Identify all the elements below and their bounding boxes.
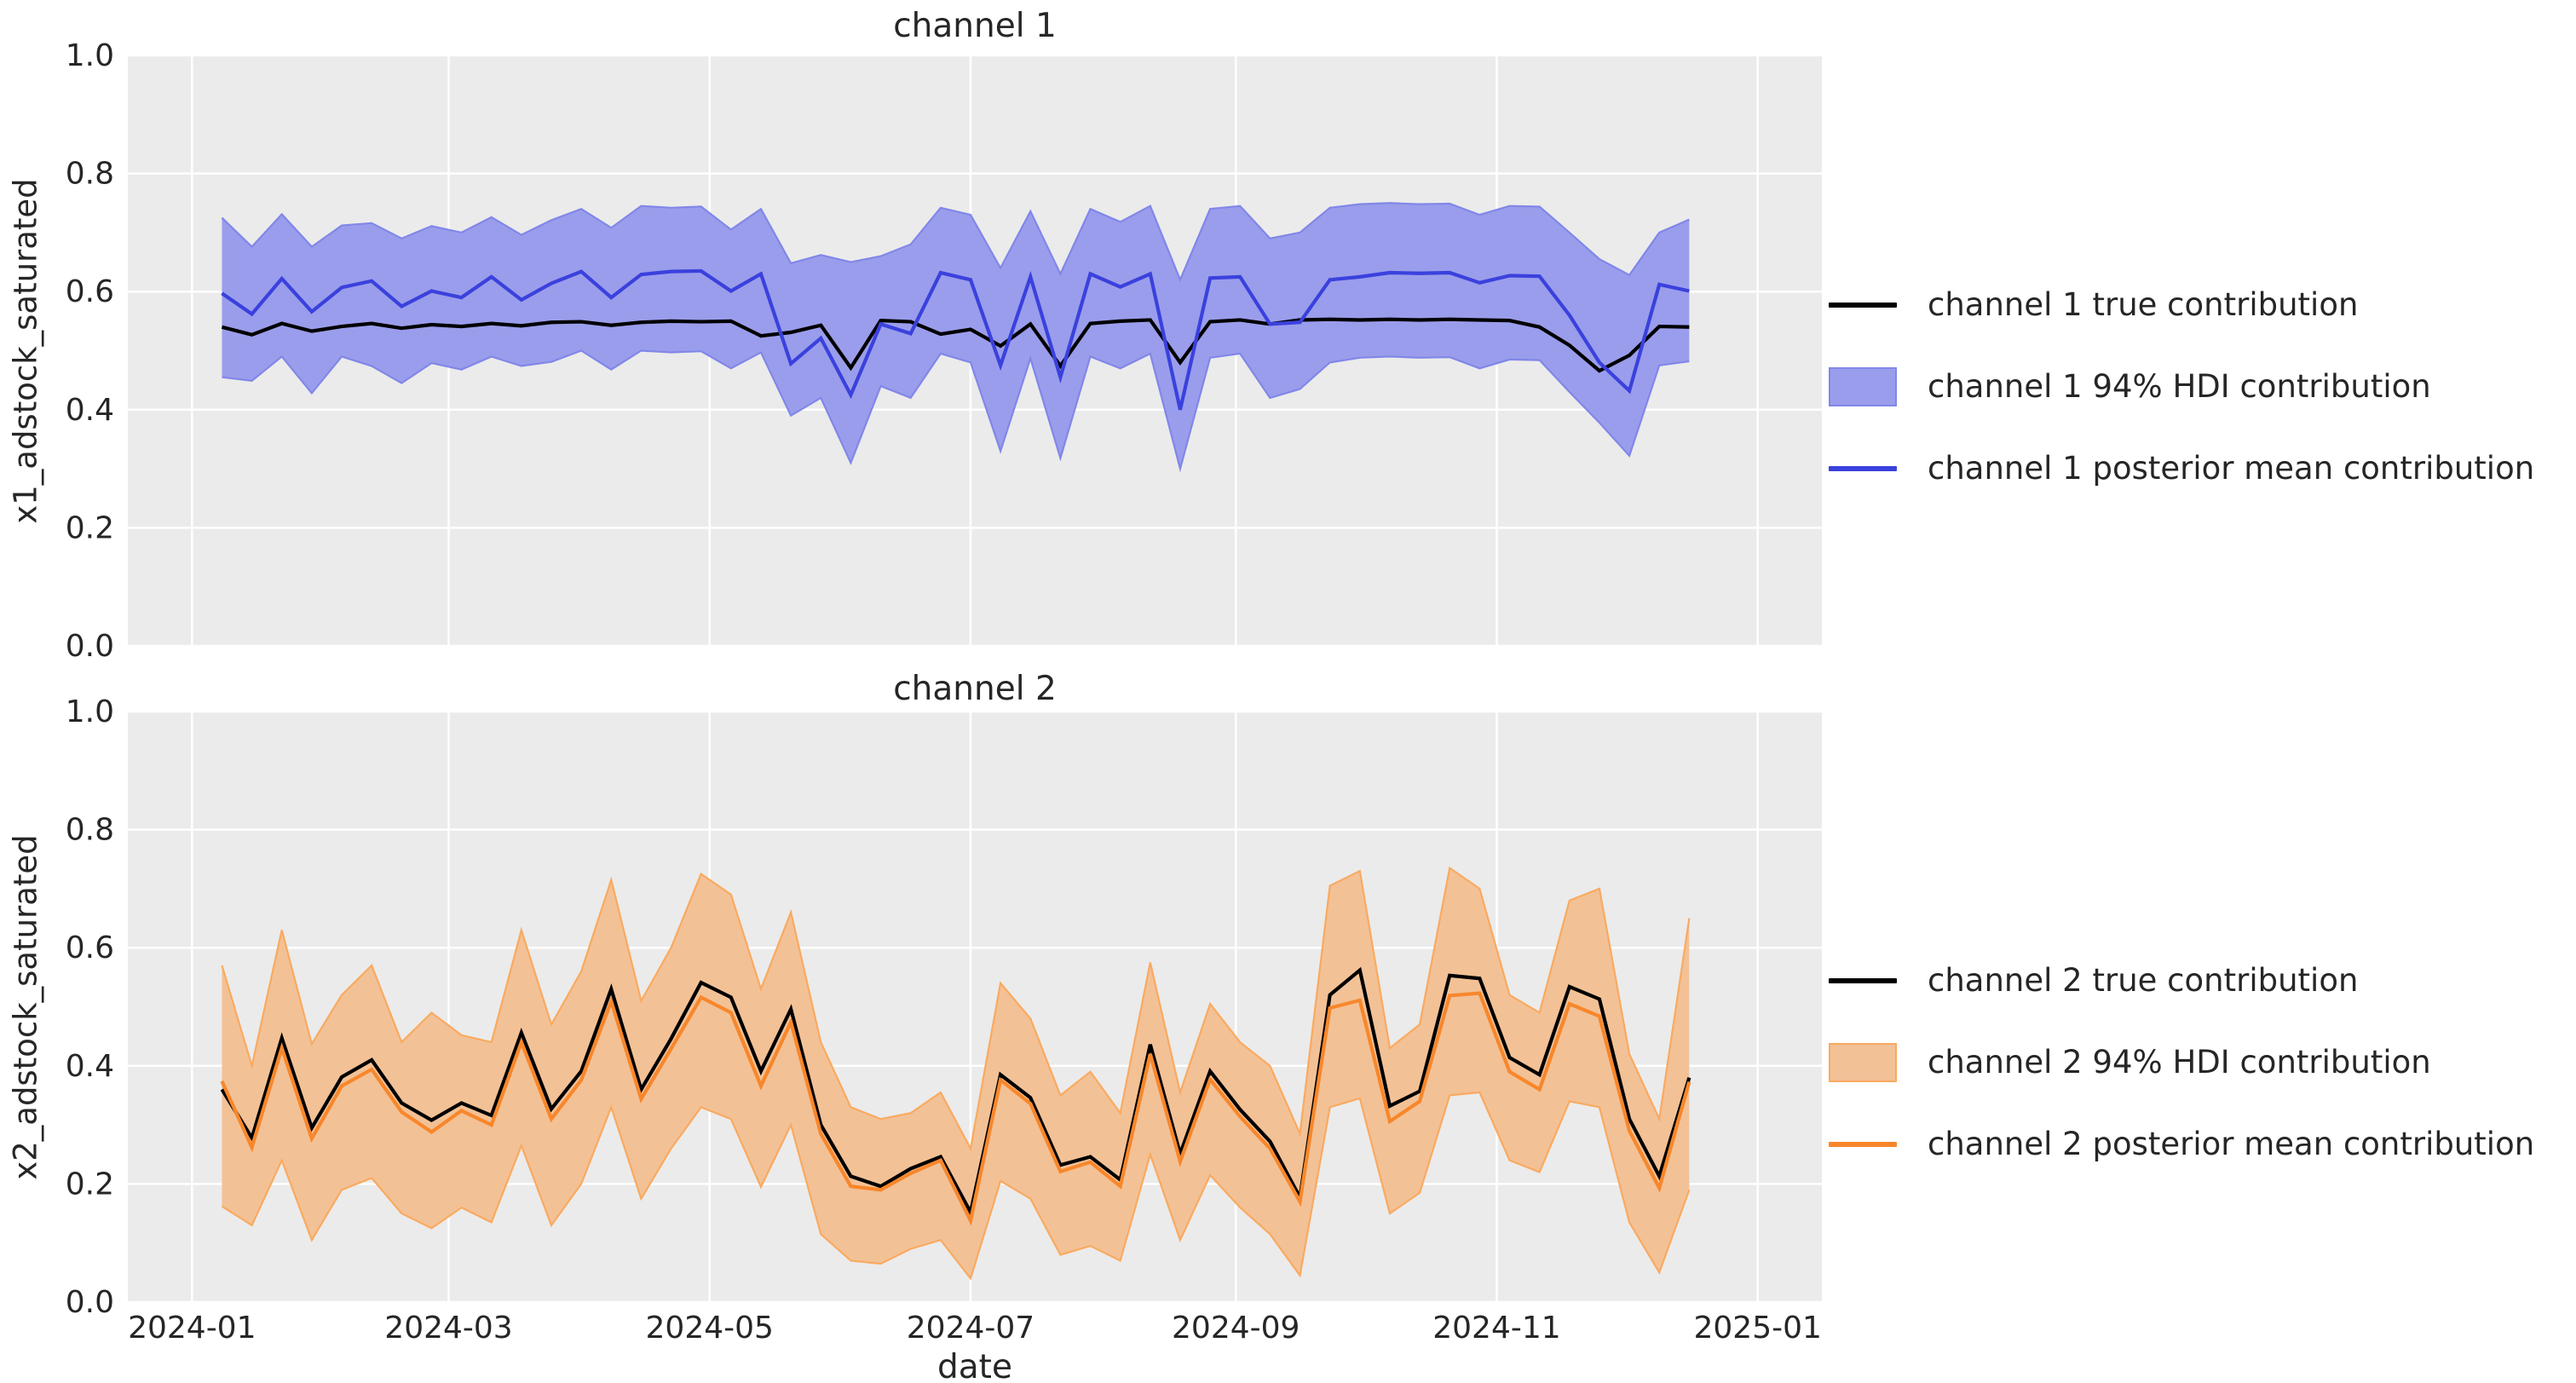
- chart-2-y-axis-label: x2_adstock_saturated: [7, 834, 44, 1180]
- y-tick-label: 0.6: [66, 274, 114, 309]
- x-tick-label: 2025-01: [1693, 1311, 1821, 1346]
- true-contribution-line: [221, 317, 1690, 373]
- legend-label: channel 2 posterior mean contribution: [1928, 1126, 2535, 1162]
- legend-label: channel 1 true contribution: [1928, 286, 2359, 323]
- legend-label: channel 2 true contribution: [1928, 962, 2359, 999]
- x-tick-label: 2024-11: [1432, 1311, 1560, 1346]
- y-tick-label: 0.6: [66, 931, 114, 965]
- x-tick-label: 2024-05: [646, 1311, 774, 1346]
- y-tick-label: 0.2: [66, 510, 114, 545]
- hdi-band-lower-edge: [221, 1091, 1691, 1281]
- true-line-swatch: [1829, 977, 1897, 983]
- legend-label: channel 2 94% HDI contribution: [1928, 1044, 2431, 1080]
- chart-1-y-axis-label: x1_adstock_saturated: [7, 178, 44, 524]
- chart-2-title: channel 2: [893, 670, 1057, 708]
- x-tick-label: 2024-09: [1172, 1311, 1300, 1346]
- hdi-band: [222, 203, 1690, 470]
- posterior-mean-line-swatch: [1829, 1141, 1897, 1147]
- x-tick-label: 2024-03: [384, 1311, 512, 1346]
- hdi-band-upper-edge: [221, 866, 1691, 1152]
- y-tick-label: 0.4: [66, 393, 114, 428]
- y-tick-label: 0.8: [66, 813, 114, 848]
- y-tick-label: 1.0: [66, 38, 114, 73]
- legend-item-posterior-mean: channel 2 posterior mean contribution: [1829, 1117, 2534, 1171]
- y-tick-label: 0.0: [66, 629, 114, 664]
- legend-item-true: channel 1 true contribution: [1829, 278, 2534, 331]
- x-tick-label: 2024-07: [907, 1311, 1034, 1346]
- legend-item-hdi: channel 1 94% HDI contribution: [1829, 360, 2534, 413]
- legend-item-true: channel 2 true contribution: [1829, 954, 2534, 1007]
- posterior-mean-line: [220, 991, 1691, 1226]
- legend-channel-2: channel 2 true contribution channel 2 94…: [1829, 954, 2534, 1171]
- chart-1-title: channel 1: [893, 7, 1057, 45]
- chart-2: 0.0 0.2 0.4 0.6 0.8 1.0 2024-01 2024-03 2024-05 2…: [66, 694, 1822, 1346]
- x-tick-label: 2024-01: [128, 1311, 256, 1346]
- y-tick-label: 0.0: [66, 1285, 114, 1320]
- true-contribution-line: [220, 966, 1691, 1218]
- posterior-mean-line: [221, 268, 1690, 411]
- hdi-band-swatch: [1829, 1042, 1897, 1082]
- legend-item-posterior-mean: channel 1 posterior mean contribution: [1829, 441, 2534, 495]
- x-axis-label: date: [937, 1348, 1012, 1383]
- posterior-mean-line-swatch: [1829, 465, 1897, 471]
- legend-item-hdi: channel 2 94% HDI contribution: [1829, 1035, 2534, 1089]
- legend-label: channel 1 94% HDI contribution: [1928, 368, 2431, 405]
- y-tick-label: 0.8: [66, 157, 114, 192]
- y-tick-label: 0.4: [66, 1049, 114, 1084]
- legend-label: channel 1 posterior mean contribution: [1928, 450, 2535, 487]
- chart-1: 0.0 0.2 0.4 0.6 0.8 1.0: [66, 38, 1822, 664]
- hdi-band-upper-edge: [221, 202, 1690, 283]
- hdi-band-lower-edge: [222, 349, 1690, 473]
- y-tick-label: 0.2: [66, 1167, 114, 1201]
- true-line-swatch: [1829, 302, 1897, 308]
- hdi-band-swatch: [1829, 366, 1897, 406]
- hdi-band: [222, 867, 1690, 1279]
- y-tick-label: 1.0: [66, 694, 114, 729]
- legend-channel-1: channel 1 true contribution channel 1 94…: [1829, 278, 2534, 495]
